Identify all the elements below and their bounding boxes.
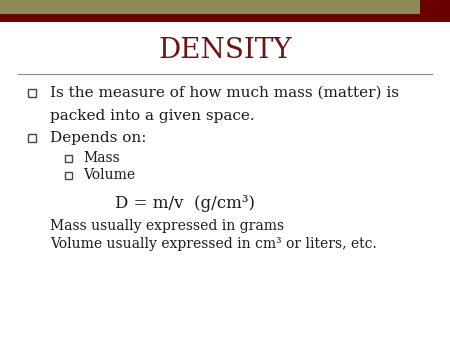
Bar bbox=[0, 0, 420, 14]
Text: Volume usually expressed in cm³ or liters, etc.: Volume usually expressed in cm³ or liter… bbox=[50, 237, 377, 251]
Bar bbox=[0, 14, 450, 22]
Text: Depends on:: Depends on: bbox=[50, 131, 147, 145]
Bar bbox=[420, 0, 450, 14]
Text: Is the measure of how much mass (matter) is: Is the measure of how much mass (matter)… bbox=[50, 86, 399, 100]
Bar bbox=[64, 171, 72, 178]
Text: D = m/v  (g/cm³): D = m/v (g/cm³) bbox=[115, 194, 255, 212]
Bar bbox=[28, 134, 36, 142]
Bar bbox=[64, 154, 72, 162]
Text: packed into a given space.: packed into a given space. bbox=[50, 109, 255, 123]
Text: DENSITY: DENSITY bbox=[158, 37, 292, 64]
Text: Mass: Mass bbox=[83, 151, 120, 165]
Bar bbox=[28, 89, 36, 97]
Text: Mass usually expressed in grams: Mass usually expressed in grams bbox=[50, 219, 284, 233]
Text: Volume: Volume bbox=[83, 168, 135, 182]
